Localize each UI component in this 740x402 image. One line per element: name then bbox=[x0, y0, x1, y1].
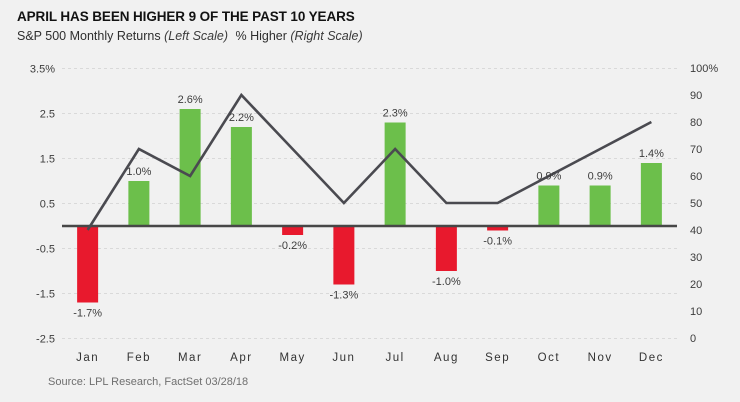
bar-value-label-mar: 2.6% bbox=[178, 94, 203, 106]
bar-value-label-apr: 2.2% bbox=[229, 112, 254, 124]
right-axis-tick: 0 bbox=[690, 333, 696, 345]
bar-value-label-jul: 2.3% bbox=[383, 108, 408, 120]
right-axis-tick: 70 bbox=[690, 144, 702, 156]
left-axis-tick: 3.5% bbox=[30, 64, 55, 76]
bar-sep bbox=[487, 226, 509, 231]
legend-label-monthly-returns: S&P 500 Monthly Returns bbox=[17, 29, 161, 43]
x-axis-month-label: Sep bbox=[485, 352, 510, 364]
right-axis-tick: 20 bbox=[690, 279, 702, 291]
legend-scale-note-right: (Right Scale) bbox=[290, 29, 363, 43]
x-axis-month-label: Oct bbox=[538, 352, 560, 364]
bar-value-label-dec: 1.4% bbox=[639, 148, 664, 160]
bar-mar bbox=[179, 109, 201, 226]
bar-value-label-aug: -1.0% bbox=[432, 276, 461, 288]
right-axis-tick: 100% bbox=[690, 63, 718, 75]
chart-title: APRIL HAS BEEN HIGHER 9 OF THE PAST 10 Y… bbox=[17, 9, 355, 24]
bar-value-label-may: -0.2% bbox=[278, 240, 307, 252]
bar-nov bbox=[589, 185, 611, 226]
x-axis-month-label: Nov bbox=[588, 352, 613, 364]
left-axis-tick: -2.5 bbox=[36, 334, 55, 346]
chart-legend: S&P 500 Monthly Returns (Left Scale) % H… bbox=[17, 29, 363, 43]
left-axis-tick: 2.5 bbox=[40, 109, 55, 121]
x-axis-month-label: Mar bbox=[178, 352, 202, 364]
left-axis-tick: -0.5 bbox=[36, 244, 55, 256]
bar-jun bbox=[333, 226, 355, 285]
legend-item-monthly-returns: S&P 500 Monthly Returns (Left Scale) bbox=[17, 29, 232, 43]
x-axis-month-label: Jun bbox=[332, 352, 355, 364]
bar-jan bbox=[77, 226, 99, 303]
right-axis-tick: 50 bbox=[690, 198, 702, 210]
bar-may bbox=[282, 226, 304, 235]
legend-item-pct-higher: % Higher (Right Scale) bbox=[235, 29, 362, 43]
bar-value-label-sep: -0.1% bbox=[483, 236, 512, 248]
bar-dec bbox=[640, 163, 662, 226]
bar-value-label-jan: -1.7% bbox=[73, 308, 102, 320]
legend-label-pct-higher: % Higher bbox=[235, 29, 287, 43]
right-axis-tick: 80 bbox=[690, 117, 702, 129]
x-axis-month-label: Jan bbox=[76, 352, 99, 364]
bar-value-label-nov: 0.9% bbox=[588, 171, 613, 183]
bar-value-label-jun: -1.3% bbox=[330, 290, 359, 302]
right-axis-tick: 40 bbox=[690, 225, 702, 237]
bar-apr bbox=[230, 127, 252, 226]
legend-scale-note-left: (Left Scale) bbox=[164, 29, 229, 43]
x-axis-month-label: Dec bbox=[639, 352, 664, 364]
bar-value-label-feb: 1.0% bbox=[126, 166, 151, 178]
source-note: Source: LPL Research, FactSet 03/28/18 bbox=[48, 376, 249, 388]
bar-jul bbox=[384, 122, 406, 226]
bar-value-label-oct: 0.9% bbox=[536, 171, 561, 183]
bar-aug bbox=[435, 226, 457, 271]
right-axis-tick: 90 bbox=[690, 90, 702, 102]
bar-feb bbox=[128, 181, 150, 226]
left-axis-tick: 1.5 bbox=[40, 154, 55, 166]
x-axis-month-label: Aug bbox=[434, 352, 459, 364]
x-axis-month-label: Jul bbox=[386, 352, 405, 364]
pct-higher-line bbox=[86, 92, 652, 231]
right-axis-tick: 10 bbox=[690, 306, 702, 318]
right-axis-tick: 30 bbox=[690, 252, 702, 264]
x-axis-month-label: Apr bbox=[230, 352, 252, 364]
bar-oct bbox=[538, 185, 560, 226]
right-axis-tick: 60 bbox=[690, 171, 702, 183]
left-axis-tick: 0.5 bbox=[40, 199, 55, 211]
x-axis-month-label: May bbox=[280, 352, 306, 364]
left-axis-tick: -1.5 bbox=[36, 289, 55, 301]
x-axis-month-label: Feb bbox=[127, 352, 151, 364]
